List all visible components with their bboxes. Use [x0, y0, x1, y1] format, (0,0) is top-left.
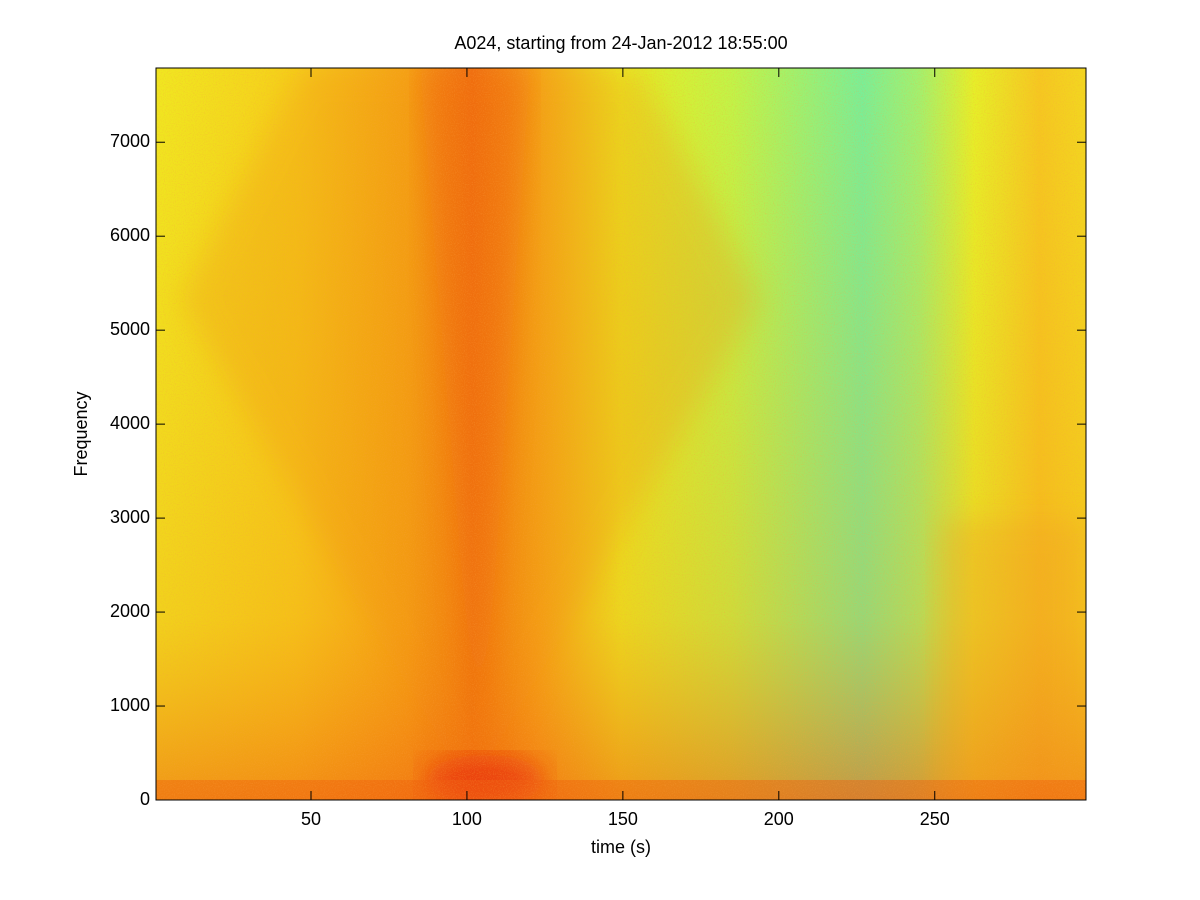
y-tick-label: 7000 [110, 131, 150, 151]
plot-frame [155, 67, 1087, 801]
chart-title: A024, starting from 24-Jan-2012 18:55:00 [454, 33, 787, 53]
spectrogram-image [156, 68, 1086, 800]
y-tick-label: 3000 [110, 507, 150, 527]
y-tick-label: 4000 [110, 413, 150, 433]
x-tick-label: 50 [301, 809, 321, 829]
y-tick-label: 1000 [110, 695, 150, 715]
y-tick-label: 0 [140, 789, 150, 809]
x-tick-label: 200 [764, 809, 794, 829]
x-tick-label: 150 [608, 809, 638, 829]
y-axis-label: Frequency [71, 391, 91, 476]
x-tick-label: 100 [452, 809, 482, 829]
x-axis-label: time (s) [591, 837, 651, 857]
y-tick-label: 5000 [110, 319, 150, 339]
y-tick-label: 2000 [110, 601, 150, 621]
y-tick-label: 6000 [110, 225, 150, 245]
x-tick-label: 250 [920, 809, 950, 829]
